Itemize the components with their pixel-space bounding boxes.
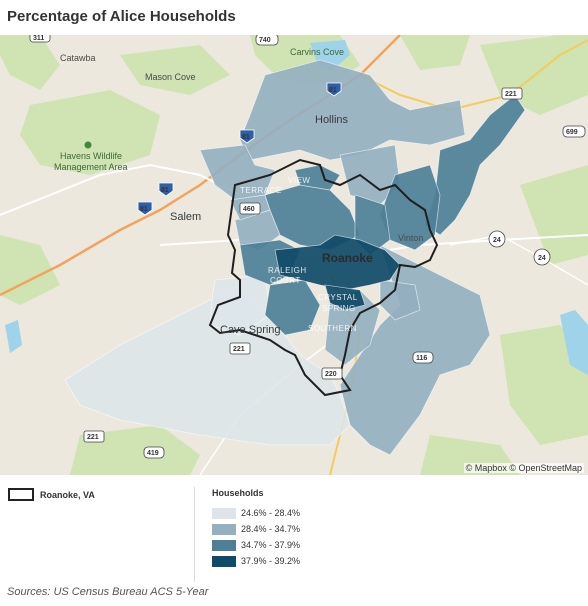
svg-text:221: 221 (87, 434, 99, 441)
legend-divider (194, 487, 195, 582)
label-roanoke: Roanoke (322, 251, 373, 265)
shield-r740-icon: 740 (255, 35, 279, 46)
legend-item-label: 37.9% - 39.2% (241, 556, 301, 566)
shield-r311-icon: 311 (29, 35, 51, 43)
tracts-medium-dark (239, 94, 526, 336)
legend-item: 34.7% - 37.9% (212, 537, 300, 553)
boundary-swatch (8, 488, 34, 501)
svg-text:24: 24 (493, 237, 501, 244)
label-raleigh-1: RALEIGH (268, 266, 307, 275)
households-legend: Households 24.6% - 28.4% 28.4% - 34.7% 3… (212, 488, 300, 569)
legend-title: Households (212, 488, 264, 498)
shield-r116-icon: 116 (412, 351, 434, 364)
legend-item-label: 24.6% - 28.4% (241, 508, 301, 518)
label-cave-spring: Cave Spring (220, 324, 281, 336)
shield-r699-icon: 699 (562, 125, 586, 138)
svg-text:221: 221 (505, 91, 517, 98)
svg-text:24: 24 (538, 255, 546, 262)
label-vinton: Vinton (398, 233, 423, 243)
shield-i81-b-icon: 81 (158, 182, 174, 197)
tracts-dark (274, 234, 401, 311)
label-carvins-cove: Carvins Cove (290, 47, 344, 57)
boundary-legend-label: Roanoke, VA (40, 489, 95, 500)
legend-item-label: 34.7% - 37.9% (241, 540, 301, 550)
label-crystal-1: CRYSTAL (318, 293, 358, 302)
boundary-legend: Roanoke, VA (8, 488, 95, 501)
tracts-medium-light (199, 59, 491, 456)
svg-text:116: 116 (416, 355, 427, 362)
label-southern: SOUTHERN (308, 324, 357, 333)
legend-swatch (212, 555, 236, 567)
svg-text:220: 220 (325, 371, 337, 378)
route-shields: 81 81 81 81 311 740 (29, 35, 586, 459)
shield-r24-b-icon: 24 (533, 248, 551, 266)
label-mason-cove: Mason Cove (145, 72, 196, 82)
pond-water (5, 320, 22, 353)
label-hollins: Hollins (315, 114, 349, 126)
shield-r221-c-icon: 221 (83, 430, 105, 443)
svg-text:419: 419 (147, 450, 159, 457)
shield-r221-b-icon: 221 (229, 342, 251, 355)
svg-text:81: 81 (140, 206, 148, 213)
legend-item: 24.6% - 28.4% (212, 505, 300, 521)
shield-r419-icon: 419 (143, 446, 165, 459)
roanoke-boundary[interactable] (208, 158, 439, 397)
legend-swatch (212, 539, 236, 551)
svg-text:311: 311 (33, 35, 44, 42)
legend-item-label: 28.4% - 34.7% (241, 524, 301, 534)
shield-i81-c-icon: 81 (239, 129, 255, 144)
source-note: Sources: US Census Bureau ACS 5-Year (7, 586, 209, 598)
svg-text:460: 460 (243, 206, 255, 213)
label-raleigh-2: COURT (270, 276, 301, 285)
svg-text:81: 81 (329, 87, 337, 94)
park-icon (84, 141, 92, 149)
shield-r460-icon: 460 (239, 202, 261, 215)
shield-r220-icon: 220 (321, 367, 343, 380)
label-havens-1: Havens Wildlife (60, 151, 122, 161)
legend-item: 28.4% - 34.7% (212, 521, 300, 537)
shield-i581-icon: 81 (326, 82, 342, 97)
legend-swatch (212, 507, 236, 519)
map-attribution[interactable]: © Mapbox © OpenStreetMap (463, 463, 584, 473)
label-crystal-2: SPRING (322, 304, 356, 313)
lake-water (560, 310, 588, 375)
shield-r24-icon: 24 (488, 230, 506, 248)
legend-swatch (212, 523, 236, 535)
map-canvas[interactable]: Catawba Mason Cove Carvins Cove Hollins … (0, 35, 588, 475)
label-havens-2: Management Area (54, 162, 128, 172)
svg-text:221: 221 (233, 346, 245, 353)
label-view-2: TERRACE (240, 186, 282, 195)
choropleth-map[interactable]: Catawba Mason Cove Carvins Cove Hollins … (0, 35, 588, 475)
tracts-light (64, 274, 351, 446)
shield-i81-a-icon: 81 (137, 201, 153, 216)
legend-item: 37.9% - 39.2% (212, 553, 300, 569)
page-title: Percentage of Alice Households (7, 8, 236, 25)
label-salem: Salem (170, 211, 201, 223)
svg-text:699: 699 (566, 129, 578, 136)
svg-text:81: 81 (242, 134, 250, 141)
label-view-1: VIEW (288, 176, 310, 185)
svg-text:81: 81 (161, 187, 169, 194)
label-catawba: Catawba (60, 53, 96, 63)
shield-r221-icon: 221 (501, 87, 523, 100)
svg-text:740: 740 (259, 37, 271, 44)
